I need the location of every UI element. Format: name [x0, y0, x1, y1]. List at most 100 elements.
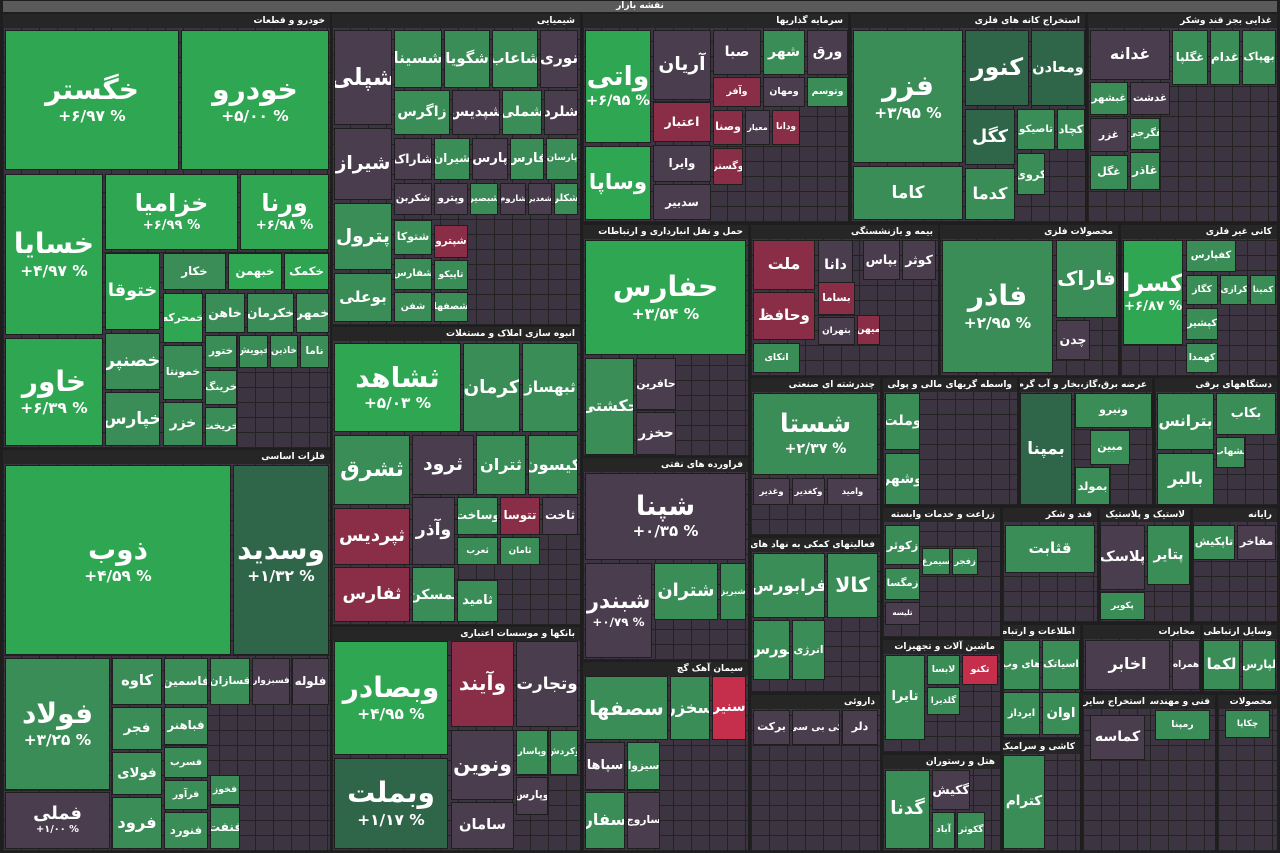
stock-name: وحافظ	[758, 306, 810, 325]
stock-name: وسدید	[237, 532, 325, 566]
stock-tile: میهن	[857, 315, 880, 345]
stock-tile: ودانا	[772, 110, 800, 145]
stock-name: پارس	[472, 151, 508, 167]
sector-header: دستگاههای برقی	[1155, 378, 1277, 392]
stock-name: وساپا	[588, 169, 648, 195]
stock-name: ورق	[812, 44, 843, 61]
stock-name: حفارس	[612, 270, 719, 304]
stock-tile: خکرمان	[247, 293, 294, 333]
sector-header: رایانه	[1193, 508, 1277, 522]
stock-tile: وتجارت	[516, 641, 578, 727]
stock-tile: اخابر	[1085, 640, 1170, 690]
stock-name: وگستر	[713, 160, 743, 172]
stock-name: ثامان	[508, 545, 532, 556]
stock-tile: ثمسکن	[412, 567, 455, 622]
stock-tile: ورنا +۶/۹۸ %	[240, 174, 329, 250]
stock-name: زفجر	[954, 555, 976, 566]
stock-name: ختوقا	[107, 281, 158, 302]
stock-tile: سیمرغ	[922, 548, 950, 575]
stock-tile: شستا +۲/۳۷ %	[753, 393, 878, 475]
stock-change: +۲/۳۷ %	[784, 440, 847, 457]
stock-tile: فاسمین	[164, 658, 208, 705]
stock-name: شصفها	[434, 300, 468, 312]
stock-name: شپلی	[335, 63, 391, 92]
stock-tile: کترام	[1003, 755, 1045, 849]
stock-name: خپویش	[239, 345, 267, 357]
stock-name: صبا	[724, 44, 750, 61]
stock-tile: وگستر	[713, 148, 743, 185]
stock-change: +۳/۹۵ %	[874, 103, 942, 122]
stock-tile: کی بی سی	[792, 710, 840, 745]
stock-name: حکشتی	[586, 396, 633, 416]
stock-name: ثشاهد	[355, 360, 440, 394]
stock-name: بپاس	[865, 251, 898, 267]
stock-tile: غبشهر	[1090, 82, 1128, 115]
stock-name: شپترو	[435, 234, 467, 247]
stock-tile: کگاز	[1186, 275, 1218, 305]
sector-header: ماشین آلات و تجهیزات	[883, 640, 1000, 654]
stock-name: لابسا	[931, 663, 956, 675]
stock-tile: گلدیرا	[927, 687, 960, 715]
sector-header: فعالیتهای کمکی به نهاد های مالی	[751, 538, 880, 552]
stock-name: شتوکا	[396, 230, 430, 244]
stock-name: ملت	[767, 255, 801, 274]
stock-name: خاور	[21, 364, 87, 398]
stock-tile: کگل	[965, 109, 1015, 165]
stock-name: ختور	[208, 344, 233, 357]
stock-name: شستا	[779, 409, 852, 440]
stock-name: کماسه	[1094, 729, 1141, 746]
stock-name: خمحرکه	[163, 310, 203, 324]
stock-tile: زکوثر	[885, 525, 920, 565]
stock-tile: کهمدا	[1186, 343, 1218, 373]
stock-tile: بمولد	[1075, 467, 1110, 505]
stock-tile: خودرو +۵/۰۰ %	[181, 30, 329, 170]
stock-change: +۴/۹۵ %	[357, 705, 425, 724]
stock-tile: های وب	[1003, 640, 1040, 690]
stock-tile: گکوثر	[957, 812, 985, 849]
stock-name: ثرود	[422, 454, 464, 476]
stock-name: قثابت	[1028, 539, 1072, 558]
stock-name: فجر	[123, 720, 151, 736]
stock-tile: خزر	[163, 402, 203, 446]
stock-tile: حفارس +۳/۵۴ %	[585, 240, 746, 355]
stock-name: سنیر	[712, 699, 746, 716]
stock-tile: فولای	[112, 752, 162, 795]
stock-tile: خگستر +۶/۹۷ %	[5, 30, 179, 170]
stock-change: +۴/۵۹ %	[84, 567, 152, 586]
stock-name: فاراک	[1057, 266, 1116, 290]
stock-name: نوری	[540, 49, 578, 68]
stock-tile: ذوب +۴/۵۹ %	[5, 465, 231, 655]
stock-tile: فسرب	[164, 747, 208, 778]
stock-name: بترانس	[1158, 411, 1213, 430]
stock-name: زاگرس	[397, 104, 447, 121]
stock-tile: فاذر +۲/۹۵ %	[942, 240, 1053, 373]
stock-tile: بپاس	[863, 240, 900, 280]
stock-tile: خاهن	[205, 293, 245, 333]
stock-tile: وبصادر +۴/۹۵ %	[334, 641, 448, 755]
stock-tile: لابسا	[927, 655, 960, 685]
stock-tile: تاصیکو	[1017, 109, 1055, 150]
stock-name: واتی	[586, 60, 650, 92]
stock-name: خمونتا	[165, 365, 201, 379]
stock-tile: فجر	[112, 707, 162, 750]
stock-change: +۱/۳۲ %	[247, 567, 315, 586]
stock-name: غاذر	[1132, 163, 1158, 178]
stock-name: فرابورس	[753, 575, 825, 595]
stock-tile: تاپکیش	[1193, 525, 1235, 560]
sector-header: بانکها و موسسات اعتباری	[332, 627, 580, 641]
stock-name: ومهان	[769, 85, 799, 97]
stock-name: ونوین	[453, 752, 512, 777]
stock-tile: خمهر	[296, 293, 329, 333]
stock-tile: شبریز	[720, 563, 746, 620]
stock-name: کی بی سی	[793, 721, 839, 733]
stock-change: +۰/۷۹ %	[592, 615, 645, 630]
stock-name: کهمدا	[1188, 351, 1216, 363]
stock-tile: خکار	[163, 253, 226, 290]
sector-header: کاشی و سرامیک	[1003, 740, 1080, 754]
sector-header: فراورده های نفتی	[583, 458, 748, 472]
stock-tile: بتهران	[818, 317, 855, 345]
stock-tile: ختوقا	[105, 253, 160, 330]
stock-name: سیزوا	[627, 759, 660, 772]
stock-tile: وپارس	[516, 777, 548, 815]
